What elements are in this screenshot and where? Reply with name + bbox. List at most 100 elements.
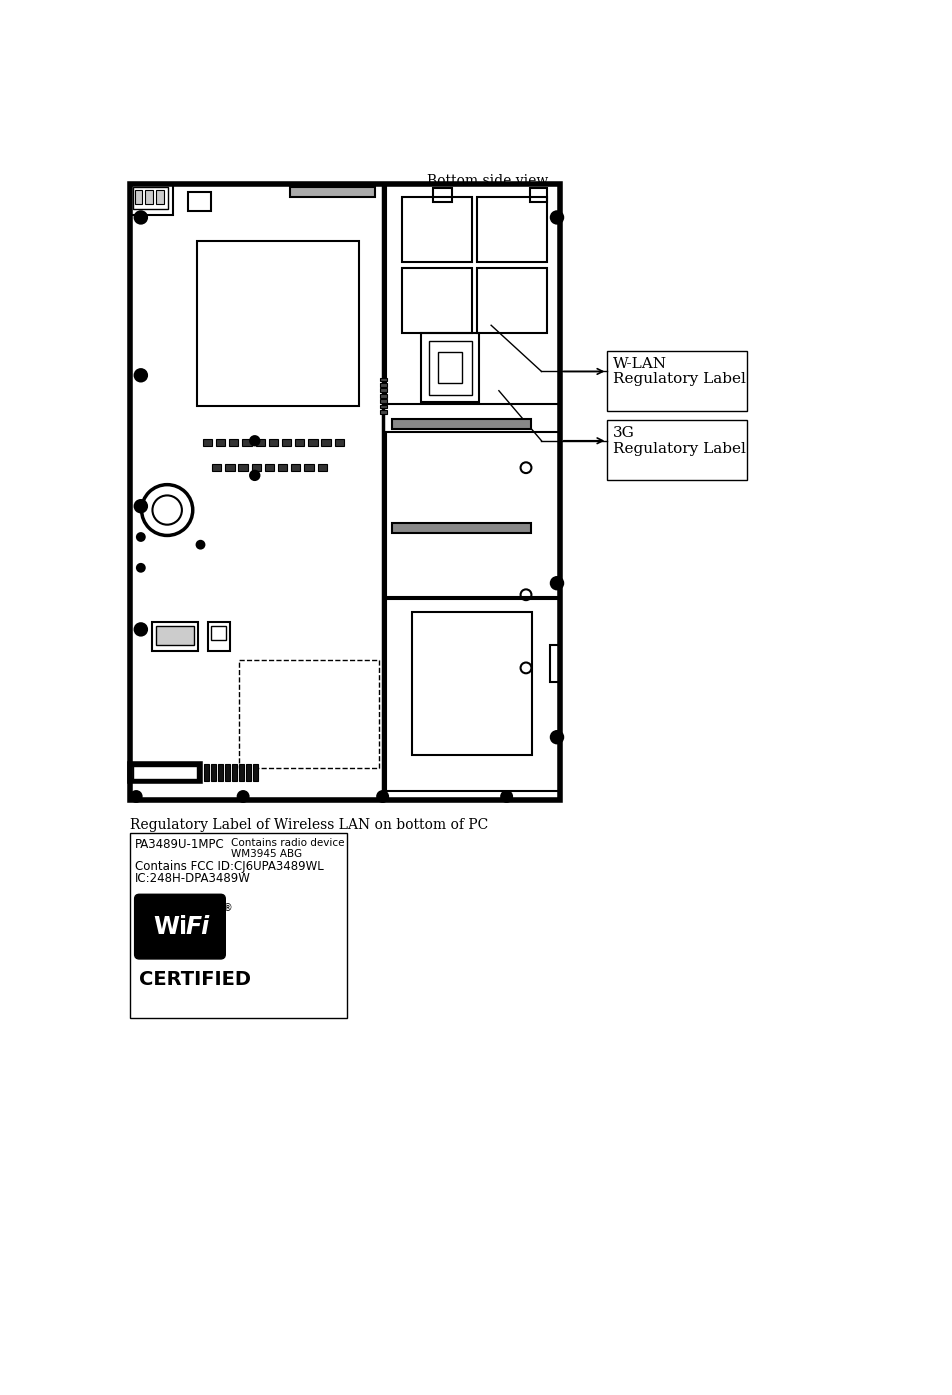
Bar	[477, 268, 546, 333]
Bar	[402, 197, 471, 262]
Bar	[134, 190, 142, 204]
Circle shape	[550, 578, 563, 589]
Bar	[242, 439, 251, 446]
Bar	[432, 188, 452, 202]
Bar	[225, 465, 234, 470]
Bar	[386, 598, 560, 791]
Bar	[379, 378, 387, 381]
Bar	[386, 184, 560, 403]
Bar	[606, 350, 746, 410]
Circle shape	[137, 533, 145, 541]
Bar	[477, 197, 546, 262]
Text: W-LAN: W-LAN	[612, 357, 666, 371]
Bar	[133, 766, 196, 778]
Bar	[379, 399, 387, 403]
Bar	[210, 626, 226, 640]
Bar	[216, 439, 225, 446]
Circle shape	[134, 370, 147, 381]
Bar	[238, 465, 248, 470]
Bar	[334, 439, 344, 446]
Bar	[212, 465, 221, 470]
Bar	[239, 660, 378, 769]
Bar	[129, 833, 347, 1018]
Bar	[188, 193, 211, 211]
Bar	[428, 340, 471, 395]
Text: Bottom side view: Bottom side view	[426, 173, 548, 187]
Bar	[438, 352, 461, 384]
Bar	[379, 388, 387, 392]
Bar	[246, 764, 250, 781]
Bar	[282, 439, 291, 446]
Circle shape	[550, 211, 563, 223]
Text: Contains FCC ID:CJ6UPA3489WL: Contains FCC ID:CJ6UPA3489WL	[134, 859, 323, 873]
Circle shape	[196, 541, 204, 548]
Bar	[317, 465, 327, 470]
Bar	[391, 418, 531, 430]
Bar	[218, 764, 223, 781]
Bar	[129, 184, 172, 215]
Circle shape	[550, 731, 563, 744]
Bar	[307, 439, 317, 446]
Bar	[379, 405, 387, 409]
Bar	[129, 764, 200, 781]
Bar	[529, 188, 546, 202]
Bar	[228, 439, 238, 446]
Bar	[386, 431, 560, 597]
Circle shape	[134, 624, 147, 636]
Bar	[156, 626, 193, 644]
Circle shape	[134, 211, 147, 223]
Text: Regulatory Label: Regulatory Label	[612, 442, 744, 456]
Bar	[391, 523, 531, 533]
Bar	[211, 764, 216, 781]
Text: Wi: Wi	[153, 915, 187, 939]
Bar	[549, 644, 560, 682]
Bar	[255, 439, 265, 446]
Bar	[146, 190, 153, 204]
Bar	[232, 764, 237, 781]
Text: Contains radio device: Contains radio device	[230, 838, 344, 848]
Circle shape	[249, 437, 259, 445]
Bar	[203, 439, 212, 446]
Text: CERTIFIED: CERTIFIED	[139, 970, 251, 989]
Bar	[265, 465, 274, 470]
Circle shape	[377, 791, 387, 802]
FancyBboxPatch shape	[134, 894, 225, 958]
Bar	[278, 465, 287, 470]
Bar	[291, 465, 300, 470]
Text: Regulatory Label: Regulatory Label	[612, 372, 744, 386]
Circle shape	[137, 564, 145, 572]
Text: Fi: Fi	[186, 915, 209, 939]
Bar	[151, 622, 198, 651]
Circle shape	[237, 791, 248, 802]
Bar	[133, 187, 168, 209]
Bar	[129, 184, 560, 801]
Text: ®: ®	[223, 903, 232, 912]
Bar	[208, 622, 229, 651]
Bar	[421, 333, 479, 402]
Text: PA3489U-1MPC: PA3489U-1MPC	[134, 838, 224, 851]
Bar	[289, 187, 374, 198]
Bar	[321, 439, 330, 446]
Bar	[411, 612, 531, 755]
Bar	[204, 764, 208, 781]
Circle shape	[134, 499, 147, 512]
Circle shape	[249, 470, 259, 480]
Bar	[402, 268, 471, 333]
Bar	[304, 465, 313, 470]
Bar	[196, 240, 359, 406]
Text: Regulatory Label of Wireless LAN on bottom of PC: Regulatory Label of Wireless LAN on bott…	[129, 817, 487, 831]
Bar	[239, 764, 244, 781]
Bar	[606, 420, 746, 480]
Bar	[253, 764, 258, 781]
Bar	[379, 393, 387, 398]
Bar	[156, 190, 164, 204]
Bar	[251, 465, 261, 470]
Bar	[268, 439, 278, 446]
Text: IC:248H-DPA3489W: IC:248H-DPA3489W	[134, 872, 250, 884]
Bar	[295, 439, 304, 446]
Bar	[225, 764, 229, 781]
Circle shape	[130, 791, 142, 802]
Text: WM3945 ABG: WM3945 ABG	[230, 848, 302, 859]
Text: 3G: 3G	[612, 425, 634, 439]
Bar	[379, 410, 387, 414]
